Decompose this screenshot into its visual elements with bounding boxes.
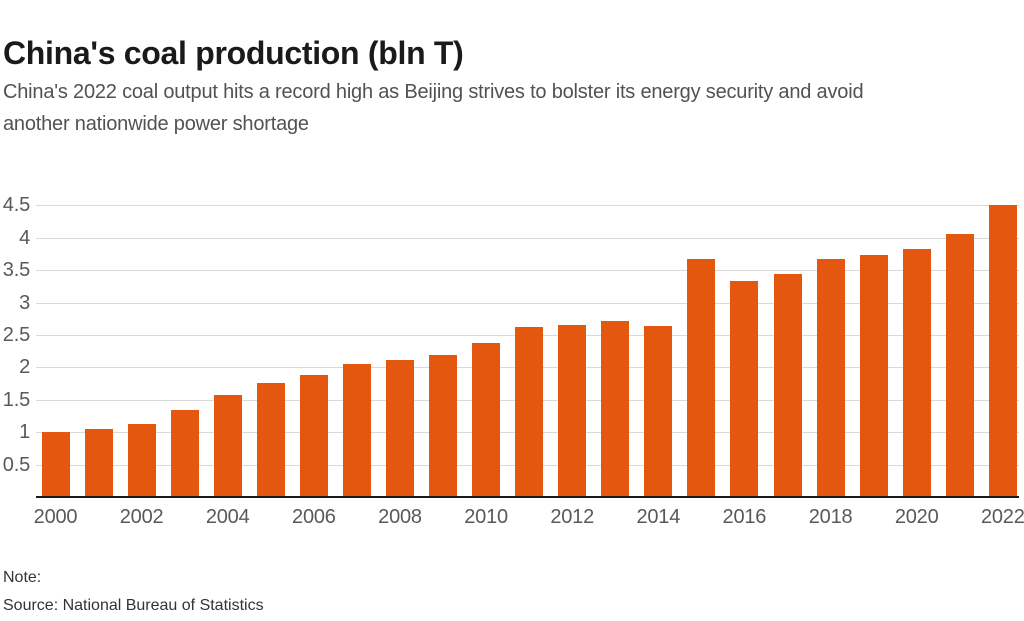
y-axis-tick-label: 3 [19,291,30,314]
bar-2001 [84,429,113,497]
y-axis-tick-label: 4.5 [2,194,30,217]
y-axis-tick-label: 4 [19,226,30,249]
source-label: Source: National Bureau of Statistics [3,597,264,614]
subtitle-line-1: China's 2022 coal output hits a record h… [3,81,864,103]
x-axis-tick-label: 2000 [33,506,78,528]
x-axis-tick-label: 2020 [894,506,939,528]
bar-2011 [515,326,544,497]
chart-subtitle: China's 2022 coal output hits a record h… [3,76,864,140]
bar-2017 [773,274,802,497]
bar-2005 [256,383,285,497]
x-axis-tick-label: 2014 [636,506,681,528]
y-axis-tick-label: 1.5 [2,388,30,411]
x-axis-line [36,496,1019,498]
x-axis-tick-label: 2006 [292,506,336,528]
gridline [36,270,1019,272]
bar-2019 [859,254,888,497]
y-axis-tick-label: 2 [19,356,30,379]
y-axis-tick-label: 1 [19,421,30,444]
bar-2010 [472,343,501,497]
bar-2013 [601,321,630,497]
x-axis-tick-label: 2002 [119,506,164,528]
bar-2022 [988,205,1017,497]
bar-2002 [127,424,156,497]
x-axis-tick-label: 2012 [550,506,595,528]
bar-2004 [213,395,242,497]
bar-2007 [342,364,371,497]
x-axis-tick-label: 2016 [722,506,767,528]
gridline [36,302,1019,304]
note-label: Note: [3,569,42,586]
bar-2009 [429,355,457,497]
bar-2014 [644,325,673,497]
x-axis-tick-label: 2010 [464,506,508,528]
bar-2020 [902,248,931,497]
bar-2015 [687,259,716,497]
bar-2008 [386,359,414,497]
bar-2006 [299,374,328,497]
bar-2003 [170,410,199,497]
bar-2000 [41,432,70,497]
bar-2018 [816,258,845,497]
bar-2012 [558,324,587,497]
gridline [36,237,1019,239]
subtitle-line-2: another nationwide power shortage [3,113,309,135]
y-axis-tick-label: 3.5 [2,259,30,282]
x-axis-tick-label: 2022 [980,506,1024,528]
chart-title: China's coal production (bln T) [3,35,464,72]
bar-2021 [945,233,974,497]
gridline [36,205,1019,207]
bar-2016 [730,280,759,497]
x-axis-tick-label: 2004 [205,506,250,528]
x-axis-tick-label: 2018 [808,506,853,528]
x-axis-tick-label: 2008 [378,506,422,528]
y-axis-tick-label: 0.5 [2,453,30,476]
y-axis-tick-label: 2.5 [2,324,30,346]
